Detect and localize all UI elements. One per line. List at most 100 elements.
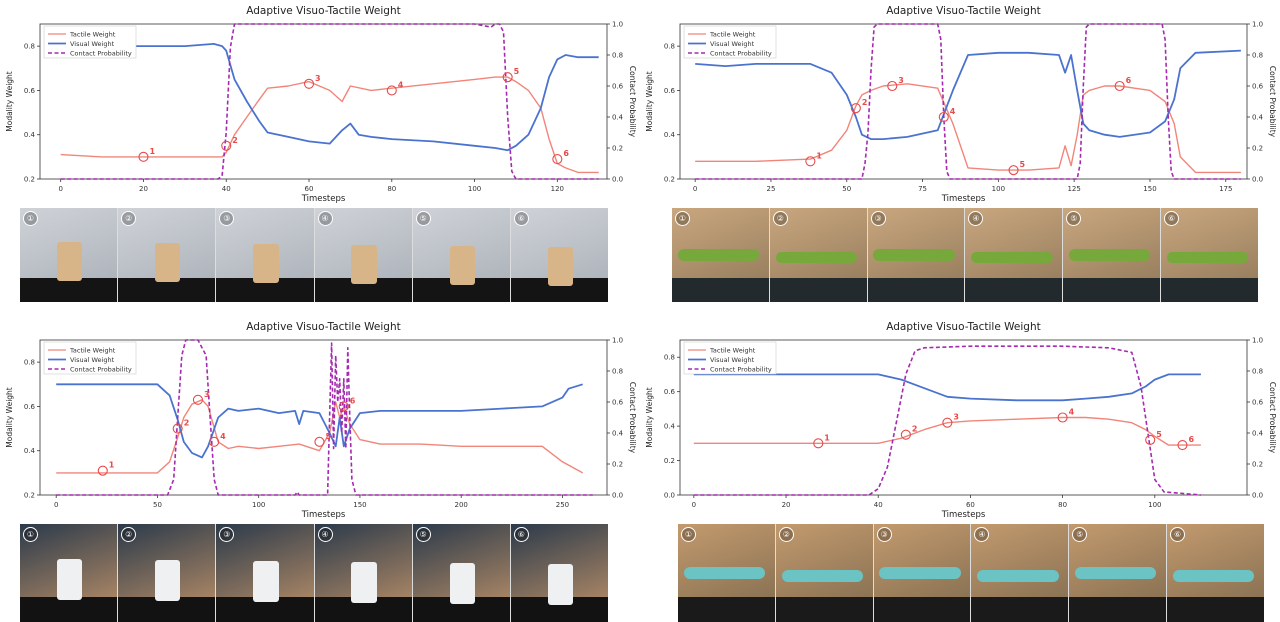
grasped-object xyxy=(547,564,574,606)
y-right-tick-label: 0.4 xyxy=(612,114,624,122)
x-tick-label: 50 xyxy=(842,185,851,193)
frame-thumbnail: ④ xyxy=(314,208,412,302)
frame-thumbnail: ④ xyxy=(314,524,412,622)
frame-index-badge: ⑤ xyxy=(415,527,431,542)
y-right-tick-label: 1.0 xyxy=(612,21,623,29)
y-right-tick-label: 0.6 xyxy=(612,83,624,91)
frame-thumbnail: ② xyxy=(118,208,216,302)
frame-index-badge: ② xyxy=(121,211,137,226)
frame-thumbnail: ⑥ xyxy=(510,208,609,302)
gripper-base xyxy=(769,277,867,302)
frame-index-badge: ⑤ xyxy=(1072,527,1088,542)
annotation-label: 4 xyxy=(1069,408,1075,417)
photo-strip-top-left: ① ② ③ ④ ⑤ ⑥ xyxy=(20,208,609,302)
annotation-marker xyxy=(850,103,861,114)
y-right-tick-label: 0.8 xyxy=(612,368,623,376)
grasped-object xyxy=(155,242,181,283)
x-tick-label: 20 xyxy=(139,185,148,193)
annotation-marker xyxy=(1008,165,1019,176)
annotation-label: 6 xyxy=(1188,435,1194,444)
photo-strip-top-right: ① ② ③ ④ ⑤ ⑥ xyxy=(672,208,1258,302)
y-tick-label: 0.0 xyxy=(664,492,675,500)
annotation-marker xyxy=(502,72,513,83)
grasped-object xyxy=(775,252,857,264)
annotation-label: 3 xyxy=(315,74,321,83)
y-right-tick-label: 1.0 xyxy=(612,337,623,345)
grasped-object xyxy=(155,560,181,602)
x-tick-label: 0 xyxy=(54,501,58,509)
y-right-axis-label: Contact Probability xyxy=(1268,66,1277,138)
grasped-object xyxy=(677,249,760,261)
grasped-object xyxy=(1069,249,1151,261)
legend-box xyxy=(683,341,777,375)
frame-index-badge: ④ xyxy=(317,527,333,542)
frame-index-badge: ⑤ xyxy=(1066,211,1082,226)
y-tick-label: 0.6 xyxy=(24,403,36,411)
legend-label: Contact Probability xyxy=(710,50,772,58)
frame-index-badge: ① xyxy=(23,527,38,542)
frame-thumbnail: ④ xyxy=(971,524,1069,622)
annotation-marker xyxy=(942,417,953,428)
legend-label: Tactile Weight xyxy=(69,31,116,39)
annotation-marker xyxy=(97,465,108,476)
x-tick-label: 100 xyxy=(468,185,481,193)
frame-thumbnail: ⑤ xyxy=(1063,208,1161,302)
y-tick-label: 0.4 xyxy=(24,131,36,139)
grasped-object xyxy=(1075,567,1157,579)
gripper-base xyxy=(965,277,1063,302)
y-right-tick-label: 0.8 xyxy=(1252,368,1263,376)
grasped-object xyxy=(449,245,475,286)
annotation-marker xyxy=(1145,434,1156,445)
x-tick-label: 100 xyxy=(992,185,1005,193)
chart-title: Adaptive Visuo-Tactile Weight xyxy=(886,5,1040,17)
frame-thumbnail: ① xyxy=(672,208,769,302)
frame-thumbnail: ③ xyxy=(216,524,314,622)
annotation-marker xyxy=(338,401,349,412)
chart-title: Adaptive Visuo-Tactile Weight xyxy=(246,5,400,17)
x-tick-label: 40 xyxy=(222,185,231,193)
x-tick-label: 150 xyxy=(1143,185,1156,193)
annotation-marker xyxy=(172,423,183,434)
x-tick-label: 75 xyxy=(918,185,927,193)
y-axis-label: Modality Weight xyxy=(5,387,14,448)
annotation-label: 2 xyxy=(184,419,190,428)
frame-index-badge: ⑥ xyxy=(513,211,529,226)
series-line-contact xyxy=(693,345,1201,496)
frame-index-badge: ② xyxy=(778,527,794,542)
annotation-marker xyxy=(209,436,220,447)
annotation-label: 2 xyxy=(232,136,238,145)
legend-label: Visual Weight xyxy=(710,356,755,364)
y-right-axis-label: Contact Probability xyxy=(628,382,637,454)
x-axis-label: Timesteps xyxy=(301,510,346,520)
frame-index-badge: ① xyxy=(681,527,696,542)
x-tick-label: 0 xyxy=(58,185,62,193)
x-tick-label: 80 xyxy=(1058,501,1067,509)
legend-label: Tactile Weight xyxy=(709,347,756,355)
y-right-tick-label: 0.4 xyxy=(1252,114,1264,122)
y-right-tick-label: 0.0 xyxy=(1252,176,1263,184)
grasped-object xyxy=(56,241,83,282)
frame-thumbnail: ③ xyxy=(216,208,314,302)
photo-strip-bottom-right: ① ② ③ ④ ⑤ ⑥ xyxy=(678,524,1264,622)
grasped-object xyxy=(977,570,1059,582)
gripper-base xyxy=(775,596,873,622)
plot-frame xyxy=(679,339,1248,496)
x-tick-label: 60 xyxy=(305,185,314,193)
x-tick-label: 125 xyxy=(1067,185,1080,193)
legend-label: Contact Probability xyxy=(70,366,132,374)
frame-thumbnail: ③ xyxy=(873,524,971,622)
grasped-object xyxy=(1166,252,1249,264)
annotation-label: 1 xyxy=(149,147,155,156)
grasped-object xyxy=(253,243,279,284)
x-tick-label: 0 xyxy=(693,185,697,193)
y-right-tick-label: 0.2 xyxy=(612,145,623,153)
chart-panel-bottom-right: Adaptive Visuo-Tactile Weight 0 20 40 60 80 10… xyxy=(640,316,1280,521)
frame-index-badge: ③ xyxy=(219,211,235,226)
frame-thumbnail: ⑤ xyxy=(412,208,510,302)
frame-index-badge: ⑥ xyxy=(513,527,529,542)
chart-title: Adaptive Visuo-Tactile Weight xyxy=(886,321,1040,333)
frame-thumbnail: ④ xyxy=(965,208,1063,302)
y-right-axis-label: Contact Probability xyxy=(1268,382,1277,454)
y-right-tick-label: 0.2 xyxy=(612,461,623,469)
